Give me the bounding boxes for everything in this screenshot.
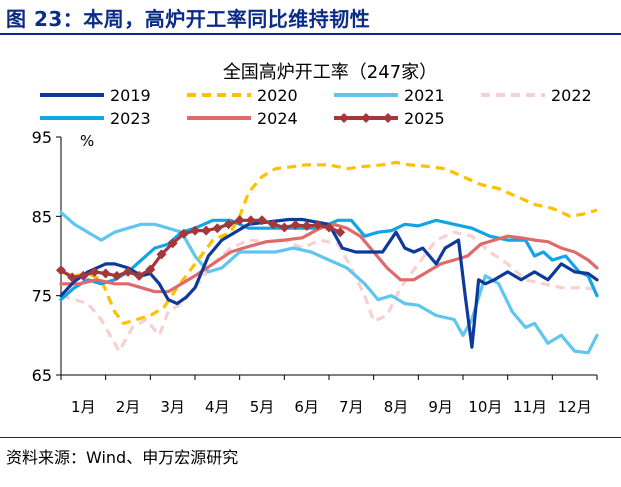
y-axis-unit: % [80,132,94,150]
x-tick-label: 4月 [205,398,230,416]
x-tick-label: 11月 [513,398,547,416]
legend-label-2023: 2023 [110,109,151,128]
series-marker-2025 [335,227,346,238]
source-note: 资料来源：Wind、申万宏源研究 [6,448,239,467]
x-tick-label: 1月 [71,398,96,416]
legend-label-2024: 2024 [257,109,298,128]
legend-label-2020: 2020 [257,86,298,105]
title-rule [0,33,621,35]
series-marker-2025 [167,238,178,249]
series-marker-2025 [190,225,200,236]
series-marker-2025 [268,219,279,230]
series-line-2019 [59,217,599,349]
y-tick-label: 85 [32,207,52,226]
series-line-2023 [59,218,599,302]
legend-marker-2025 [361,113,371,123]
series-marker-2025 [156,249,167,260]
series-marker-2025 [145,264,156,275]
x-tick-label: 8月 [384,398,409,416]
series-marker-2025 [111,270,122,281]
chart-title: 全国高炉开工率（247家） [223,62,437,83]
series-marker-2025 [245,215,256,226]
series-marker-2025 [134,270,145,281]
series-marker-2025 [223,219,234,230]
x-tick-label: 6月 [294,398,319,416]
legend: 2019 2020 2021 2022 2023 2024 2025 [40,86,592,128]
x-tick-label: 7月 [339,398,364,416]
series-marker-2025 [100,268,111,279]
x-tick-label: 5月 [250,398,275,416]
series-marker-2025 [78,270,89,281]
legend-marker-2025 [383,113,393,123]
series-marker-2025 [257,215,267,226]
x-tick-label: 3月 [160,398,185,416]
series-marker-2025 [312,220,323,231]
source-rule [0,437,621,438]
series-marker-2025 [324,222,334,233]
axes: 65 75 85 95 1月 2月 3月 4月 5月 6月 7月 8月 9月 10月 11月 12月 [32,128,598,416]
figure-title: 图 23：本周，高炉开工率同比维持韧性 [6,7,371,31]
series-marker-2025 [290,220,301,231]
y-tick-label: 65 [32,366,52,385]
legend-marker-2025 [339,113,349,123]
y-tick-label: 75 [32,287,52,306]
plot-area [56,160,599,355]
series-marker-2025 [123,266,133,277]
y-tick-label: 95 [32,128,52,147]
series-line-2021 [59,210,599,355]
legend-label-2022: 2022 [551,86,592,105]
series-marker-2025 [178,228,189,239]
legend-label-2021: 2021 [404,86,445,105]
series-marker-2025 [279,222,290,233]
series-marker-2025 [89,266,100,277]
legend-label-2019: 2019 [110,86,151,105]
series-line-2022 [60,230,598,353]
series-marker-2025 [67,272,78,283]
series-marker-2025 [56,265,66,276]
x-tick-label: 9月 [428,398,453,416]
series-line-2024 [59,222,599,294]
x-tick-label: 12月 [558,398,592,416]
legend-label-2025: 2025 [404,109,445,128]
x-tick-label: 10月 [468,398,502,416]
x-tick-label: 2月 [116,398,141,416]
series-marker-2025 [212,223,223,234]
series-marker-2025 [234,215,245,226]
series-marker-2025 [201,225,212,236]
series-marker-2025 [301,220,312,231]
